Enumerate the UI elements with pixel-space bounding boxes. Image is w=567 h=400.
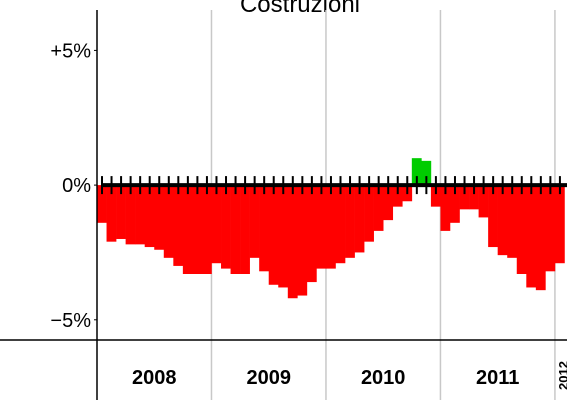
bar [325, 185, 336, 269]
bar [526, 185, 537, 288]
chart-title: Costruzioni [240, 0, 360, 18]
bar [383, 185, 394, 221]
bar [421, 160, 432, 186]
bar [182, 185, 193, 274]
bar [478, 185, 489, 218]
bar [373, 185, 384, 231]
bar [106, 185, 117, 242]
bar [554, 185, 565, 264]
bar [278, 185, 289, 288]
bar [516, 185, 527, 274]
bar [411, 158, 422, 186]
bar [430, 185, 441, 207]
bar [545, 185, 556, 272]
bar [173, 185, 184, 266]
bar [440, 185, 451, 231]
y-tick-label: +5% [50, 40, 91, 62]
bar [287, 185, 298, 299]
bar [497, 185, 508, 256]
bar [201, 185, 212, 274]
bar [144, 185, 155, 248]
bar [392, 185, 403, 207]
bar [345, 185, 355, 258]
year-label: 2009 [246, 367, 291, 389]
bar [125, 185, 136, 245]
bar [459, 185, 470, 210]
bar [335, 185, 346, 264]
bar [469, 185, 479, 210]
bar [116, 185, 126, 239]
bar [449, 185, 460, 223]
bar [97, 185, 107, 223]
year-label: 2010 [361, 367, 406, 389]
bar [507, 185, 518, 258]
year-label: 2012 [556, 361, 567, 390]
bar [259, 185, 270, 272]
bar [240, 185, 250, 274]
bar [211, 185, 222, 264]
year-label: 2008 [132, 367, 177, 389]
y-tick-label: −5% [50, 310, 91, 332]
bar [249, 185, 260, 258]
bar [535, 185, 546, 291]
bar [135, 185, 145, 245]
bar [488, 185, 498, 248]
bar [364, 185, 374, 242]
bar [154, 185, 165, 250]
bar [297, 185, 308, 296]
bar [306, 185, 317, 283]
year-label: 2011 [476, 367, 519, 389]
bar [192, 185, 203, 274]
bar [268, 185, 279, 285]
bar [163, 185, 174, 258]
y-tick-label: 0% [62, 175, 91, 197]
bar [230, 185, 241, 274]
bar [354, 185, 365, 253]
bar [316, 185, 327, 269]
bar [221, 185, 231, 269]
